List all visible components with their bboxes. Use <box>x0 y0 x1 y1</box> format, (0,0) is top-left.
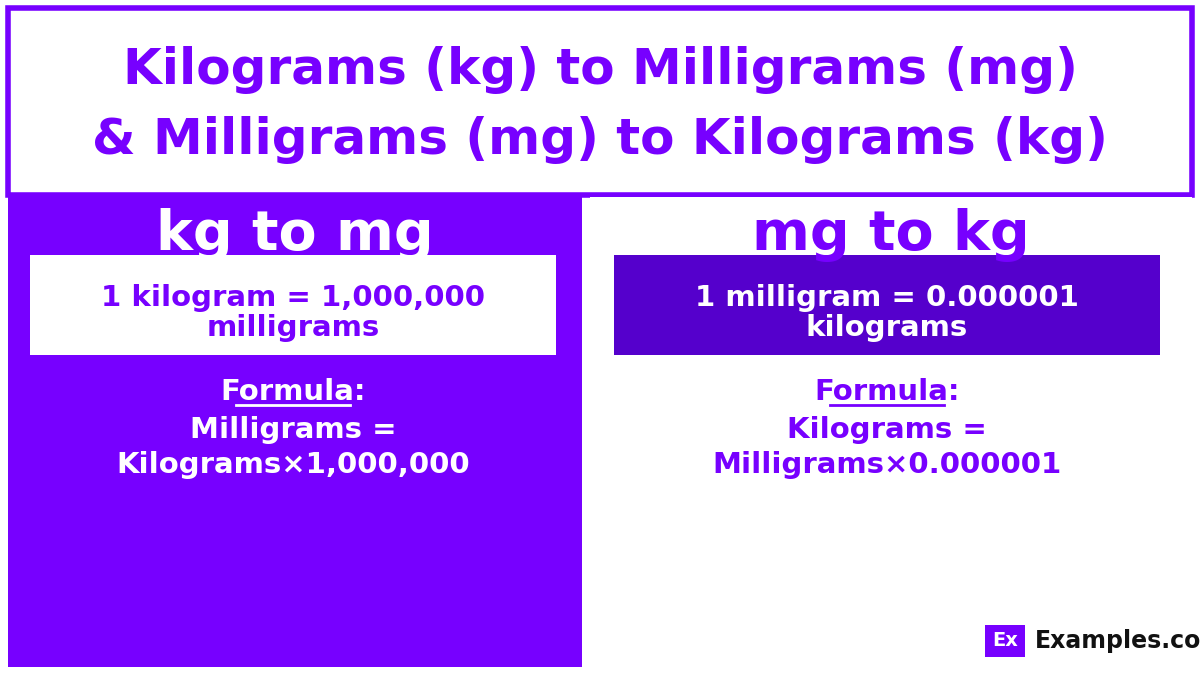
FancyBboxPatch shape <box>985 625 1025 657</box>
Text: Formula:: Formula: <box>221 378 366 406</box>
Text: Milligrams×0.000001: Milligrams×0.000001 <box>713 451 1062 479</box>
Text: milligrams: milligrams <box>206 314 379 342</box>
Text: Examples.com: Examples.com <box>1034 629 1200 653</box>
Text: kg to mg: kg to mg <box>156 208 434 262</box>
FancyBboxPatch shape <box>590 197 1192 667</box>
Text: Ex: Ex <box>992 632 1018 651</box>
Text: & Milligrams (mg) to Kilograms (kg): & Milligrams (mg) to Kilograms (kg) <box>92 116 1108 164</box>
FancyBboxPatch shape <box>8 197 582 667</box>
Text: mg to kg: mg to kg <box>752 208 1030 262</box>
Text: Kilograms (kg) to Milligrams (mg): Kilograms (kg) to Milligrams (mg) <box>122 46 1078 94</box>
FancyBboxPatch shape <box>30 255 556 355</box>
Text: Milligrams =: Milligrams = <box>190 416 396 444</box>
Text: Kilograms =: Kilograms = <box>787 416 986 444</box>
Text: Formula:: Formula: <box>815 378 960 406</box>
Text: Kilograms×1,000,000: Kilograms×1,000,000 <box>116 451 470 479</box>
Text: kilograms: kilograms <box>806 314 968 342</box>
Text: 1 kilogram = 1,000,000: 1 kilogram = 1,000,000 <box>101 284 485 312</box>
FancyBboxPatch shape <box>8 8 1192 195</box>
FancyBboxPatch shape <box>614 255 1160 355</box>
Text: 1 milligram = 0.000001: 1 milligram = 0.000001 <box>695 284 1079 312</box>
